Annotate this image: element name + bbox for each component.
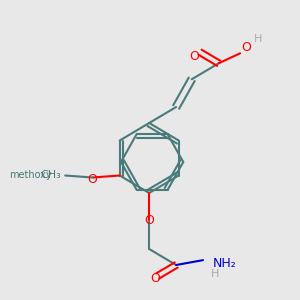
Text: CH₃: CH₃ [40,170,61,181]
Text: O: O [88,173,98,186]
Text: H: H [211,269,219,279]
Text: NH₂: NH₂ [213,256,236,270]
Text: O: O [144,214,154,227]
Text: methoxy: methoxy [9,170,52,181]
Text: O: O [189,50,199,63]
Text: O: O [241,41,251,54]
Text: H: H [254,34,262,44]
Text: O: O [151,272,160,284]
